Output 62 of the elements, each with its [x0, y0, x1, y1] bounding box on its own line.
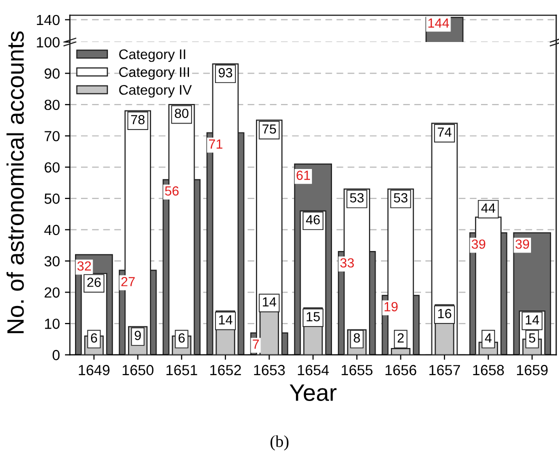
data-label: 39 [516, 239, 530, 249]
data-label: 56 [165, 186, 179, 196]
data-label: 75 [262, 124, 276, 134]
x-tick-label: 1649 [78, 364, 110, 376]
y-tick-label: 30 [44, 256, 60, 266]
data-label: 44 [481, 204, 496, 213]
text: (b) [270, 435, 288, 450]
x-tick-label: 1653 [254, 364, 285, 376]
data-label: 8 [354, 333, 360, 343]
y-tick-label: 50 [44, 194, 60, 204]
data-label: 39 [472, 239, 486, 249]
data-label: 33 [340, 258, 354, 268]
data-label: 27 [121, 276, 135, 286]
y-axis-title: No. of astronomical accounts [6, 31, 24, 334]
x-tick-label: 1659 [517, 364, 548, 376]
legend-label: Category IV [119, 84, 192, 98]
y-tick-label: 20 [44, 287, 60, 298]
data-label: 14 [219, 315, 232, 324]
y-tick-label: 90 [44, 68, 60, 79]
data-label: 16 [438, 308, 452, 318]
data-label: 53 [394, 193, 408, 202]
data-label: 2 [398, 333, 404, 342]
x-tick-label: 1657 [429, 364, 460, 376]
data-label: 6 [90, 333, 98, 343]
x-tick-label: 1658 [473, 364, 504, 376]
x-tick-label: 1656 [386, 364, 416, 376]
data-label: 19 [384, 302, 398, 312]
data-label: 74 [438, 128, 452, 137]
x-axis-title: Year [290, 384, 337, 402]
data-label: 144 [428, 18, 450, 28]
data-label: 15 [306, 312, 320, 322]
data-label: 14 [526, 315, 540, 324]
data-label: 78 [131, 114, 145, 124]
data-label: 53 [350, 193, 364, 202]
data-label: 26 [87, 278, 101, 287]
data-label: 9 [134, 330, 141, 340]
legend-label: Category II [119, 49, 186, 62]
legend-label: Category III [119, 67, 189, 80]
data-label: 71 [209, 139, 222, 149]
data-label: 5 [528, 333, 536, 343]
x-tick-label: 1651 [166, 364, 198, 376]
data-label: 4 [484, 333, 492, 342]
data-label: 61 [296, 170, 310, 180]
data-label: 14 [262, 297, 276, 306]
y-tick-label: 80 [44, 100, 60, 110]
y-tick-label: 40 [44, 224, 60, 236]
x-tick-label: 1650 [122, 364, 154, 376]
y-tick-label: 0 [52, 350, 60, 360]
x-tick-label: 1652 [210, 364, 241, 376]
y-tick-label: 10 [45, 318, 60, 329]
y-tick-label: 70 [44, 130, 60, 142]
data-label: 32 [77, 261, 91, 271]
data-label: 46 [306, 215, 320, 224]
x-tick-label: 1655 [342, 364, 372, 376]
y-tick-label: 60 [44, 162, 60, 173]
data-label: 93 [218, 68, 232, 78]
y-tick-label: 100 [36, 37, 60, 48]
x-tick-label: 1654 [298, 364, 329, 376]
data-label: 6 [178, 333, 185, 343]
y-tick-label: 140 [36, 14, 60, 26]
data-label: 80 [174, 108, 188, 118]
data-label: 7 [252, 340, 259, 349]
